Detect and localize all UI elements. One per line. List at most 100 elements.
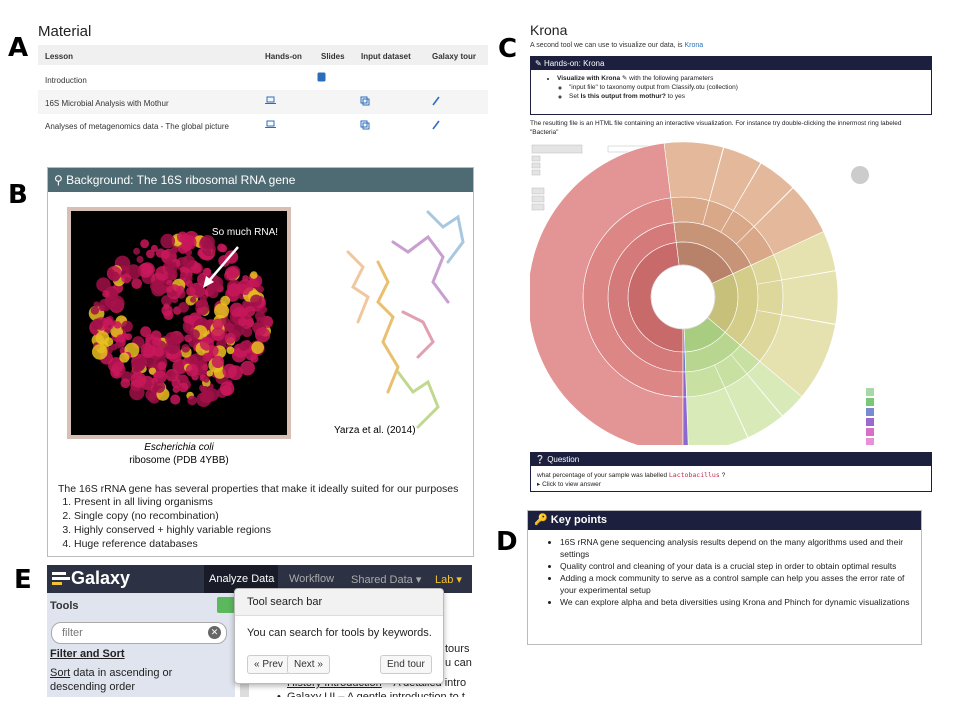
segment-divider: [756, 310, 836, 325]
blob-dot: [140, 326, 152, 338]
segment-divider: [714, 364, 749, 438]
blob-dot: [116, 334, 126, 344]
end-tour-button[interactable]: End tour: [380, 655, 432, 674]
upload-button[interactable]: [217, 597, 235, 613]
blob-dot: [227, 283, 241, 297]
placeholder: filter: [62, 627, 83, 639]
legend-swatch: [866, 408, 874, 416]
blob-dot: [153, 370, 167, 384]
clear-button[interactable]: ✕: [208, 626, 221, 639]
list-item: Present in all living organisms: [74, 495, 271, 509]
rrna-strand: [396, 370, 440, 429]
tool-panel: [47, 593, 235, 697]
rrna-structure: [346, 210, 465, 429]
segment-divider: [730, 354, 783, 417]
tool-section[interactable]: Filter and Sort: [50, 648, 125, 660]
blob-dot: [129, 384, 145, 401]
bg-text: u can: [445, 657, 472, 669]
rrna-strand: [346, 250, 370, 324]
panel-label: A: [8, 33, 29, 63]
sunburst-segment: [530, 142, 684, 445]
box-title: Hands-on: Krona: [543, 59, 605, 68]
blob-dot: [136, 255, 144, 263]
blob-dot: [222, 363, 237, 379]
blob-dot: [177, 334, 185, 343]
blob-dot: [91, 318, 103, 330]
bg-list-item: • Galaxy UI – A gentle introduction to t: [277, 691, 465, 697]
nav-text[interactable]: Lab: [435, 574, 454, 586]
blob-dot: [202, 352, 212, 362]
blob-dot: [96, 277, 111, 292]
wand-icon[interactable]: [432, 120, 440, 130]
blob-dot: [184, 315, 193, 324]
blob-dot: [179, 233, 190, 244]
blob-dot: [169, 347, 176, 354]
blob-dot: [119, 352, 130, 363]
next-button[interactable]: Next »: [287, 655, 330, 674]
blob-dot: [178, 243, 189, 254]
blob-dot: [181, 343, 190, 353]
popover-header: [235, 589, 443, 616]
blob-dot: [91, 344, 108, 360]
list-item: Highly conserved + highly variable regio…: [74, 523, 271, 537]
krona-intro: A second tool we can use to visualize ou…: [530, 42, 703, 49]
blob-dot: [166, 284, 182, 300]
answer-toggle[interactable]: ▸ Click to view answer: [537, 481, 601, 488]
blob-dot: [140, 375, 155, 391]
laptop-icon[interactable]: [265, 96, 276, 104]
copy-icon[interactable]: [360, 96, 370, 106]
param: Set Is this output from mothur? to yes: [569, 92, 738, 101]
blob-dot: [113, 321, 122, 329]
blob-dot: [131, 359, 145, 373]
blob-dot: [150, 244, 158, 253]
tool-entry: Sort data in ascending or descending ord…: [50, 666, 220, 694]
ribosome-blob: [88, 230, 274, 408]
blob-dot: [157, 361, 167, 371]
blob-dot: [241, 326, 253, 338]
legend-swatch: [866, 388, 874, 396]
question-text: what percentage of your sample was label…: [537, 471, 725, 479]
tool-link[interactable]: Sort: [50, 667, 71, 679]
prev-button[interactable]: « Prev: [247, 655, 290, 674]
blob-dot: [211, 355, 225, 369]
param-text: Set: [569, 93, 579, 100]
nav-item[interactable]: Lab ▾: [435, 574, 462, 586]
column-header: Hands-on: [265, 52, 302, 61]
nav-text[interactable]: Shared Data: [351, 574, 413, 586]
annotation-arrow: [207, 246, 239, 283]
sunburst-segment: [682, 396, 689, 445]
sunburst-center: [650, 264, 716, 330]
tour-popover: Tool search bar You can search for tools…: [234, 588, 444, 684]
nav-item[interactable]: Shared Data ▾: [351, 574, 422, 586]
property-list: Present in all living organisms Single c…: [48, 495, 271, 551]
blob-dot: [237, 317, 247, 327]
toggle-text[interactable]: Click to view answer: [542, 481, 601, 488]
brand[interactable]: Galaxy: [71, 568, 131, 588]
laptop-icon[interactable]: [265, 120, 276, 128]
blob-dot: [211, 327, 225, 342]
lesson: Introduction: [45, 76, 87, 85]
wand-icon[interactable]: [432, 96, 440, 106]
image-annotation: So much RNA!: [212, 227, 278, 238]
tool-search-input[interactable]: filter ✕: [51, 622, 227, 644]
nav-item[interactable]: Analyze Data: [209, 573, 275, 585]
slides-icon[interactable]: [317, 72, 326, 82]
blob-dot: [254, 310, 266, 321]
box-header: ⚲ Background: The 16S ribosomal RNA gene: [48, 168, 473, 192]
bg-link[interactable]: Galaxy UI: [286, 691, 336, 697]
krona-link[interactable]: Krona: [684, 42, 704, 49]
legend-swatch: [866, 398, 874, 406]
blob-dot: [98, 298, 112, 312]
blob-dot: [121, 273, 132, 284]
key-point: Adding a mock community to serve as a co…: [560, 572, 920, 596]
box-header: ❔ Question: [531, 453, 931, 466]
panel-label: B: [8, 180, 28, 210]
blob-dot: [237, 279, 254, 295]
sunburst: [530, 141, 839, 445]
blob-dot: [121, 320, 133, 333]
nav-item[interactable]: Workflow: [289, 573, 335, 585]
copy-icon[interactable]: [360, 120, 370, 130]
krona-legend: [866, 388, 874, 445]
blob-dot: [163, 310, 174, 321]
